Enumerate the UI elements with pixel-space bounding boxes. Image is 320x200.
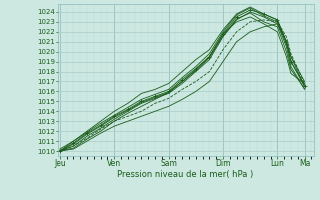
X-axis label: Pression niveau de la mer( hPa ): Pression niveau de la mer( hPa ) — [117, 170, 254, 179]
